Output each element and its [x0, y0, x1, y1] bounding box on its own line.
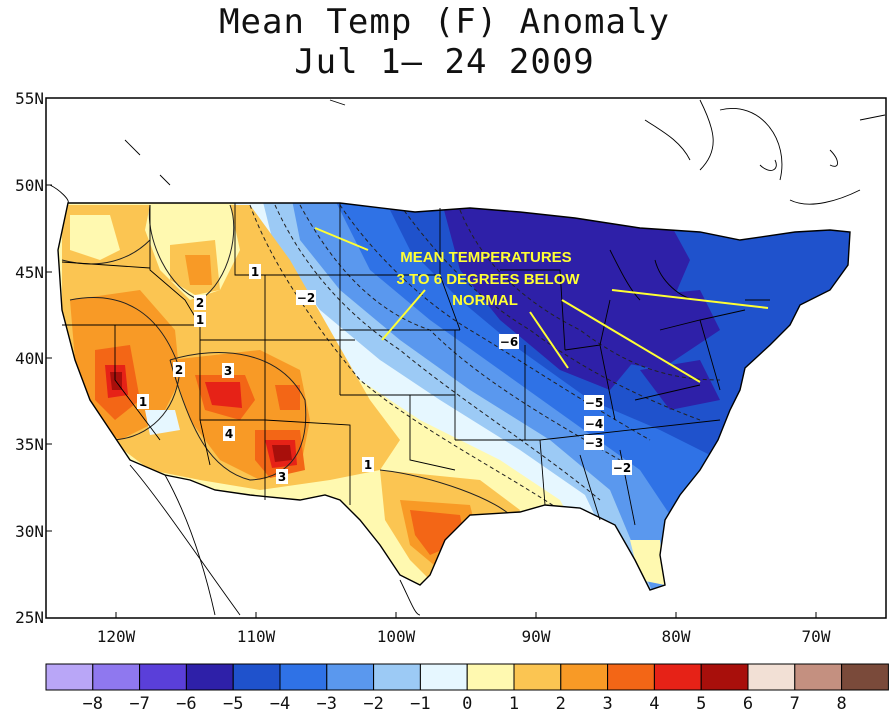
legend-swatch [139, 663, 187, 691]
contour-label-n2-georgia-bg [612, 460, 632, 475]
contour-labels: −21211123431−6−5−4−3−2 [137, 264, 632, 484]
legend-label: −3 [317, 694, 337, 712]
legend-label: 1 [509, 694, 519, 712]
contour-label-n6-iowa-bg [499, 334, 519, 349]
contour-label-2-nevada: 2 [175, 363, 183, 377]
contour-label-4-utah-bg [223, 426, 235, 441]
legend-label: −2 [363, 694, 383, 712]
contour-label-n2-georgia: −2 [613, 461, 631, 475]
contour-label-n3-tennessee-bg [584, 435, 604, 450]
legend-swatch [841, 663, 889, 691]
legend-swatch [185, 663, 234, 691]
map-title: Mean Temp (F) Anomaly [219, 2, 670, 42]
legend-swatch [326, 663, 375, 691]
contour-label-1-california-bg [137, 394, 149, 409]
legend-label: −6 [176, 694, 196, 712]
lon-label: 80W [662, 627, 691, 646]
lat-label: 40N [15, 349, 44, 368]
contour-label-1-oregon-bg [194, 312, 206, 327]
legend-label: −1 [410, 694, 430, 712]
lat-label: 55N [15, 89, 44, 108]
contour-label-n6-iowa: −6 [500, 335, 518, 349]
legend-swatch [560, 663, 609, 691]
coastlines [49, 99, 886, 616]
anomaly-map: 55N 50N 45N 40N 35N 30N 25N 120W 110W 10… [15, 89, 887, 646]
legend-swatch [419, 663, 468, 691]
contour-label-1-california: 1 [139, 395, 147, 409]
legend-label: 2 [556, 694, 566, 712]
legend-swatch [45, 663, 94, 691]
lat-axis: 55N 50N 45N 40N 35N 30N 25N [15, 89, 44, 627]
lon-label: 100W [377, 627, 416, 646]
contour-label-2-nevada-bg [173, 362, 185, 377]
contour-label-2-idaho: 2 [196, 296, 204, 310]
legend-swatch [653, 663, 702, 691]
contour-label-n5-kentucky: −5 [585, 396, 603, 410]
contour-label-n5-kentucky-bg [584, 395, 604, 410]
contour-label-1-idaho-bg [249, 264, 261, 279]
contour-label-3-utah-bg [222, 363, 234, 378]
contour-label-1-newmexico: 1 [364, 458, 372, 472]
lat-label: 45N [15, 263, 44, 282]
color-legend: −8 −7 −6 −5 −4 −3 −2 −1 0 1 2 3 4 5 6 7 8 [45, 663, 889, 712]
annotation-pointers [314, 227, 769, 383]
lon-label: 120W [97, 627, 136, 646]
contour-label-n3-tennessee: −3 [585, 436, 603, 450]
legend-swatches [45, 663, 889, 691]
legend-label: 8 [836, 694, 846, 712]
legend-label: 4 [649, 694, 659, 712]
contour-label-n4-kentucky: −4 [585, 417, 603, 431]
legend-labels: −8 −7 −6 −5 −4 −3 −2 −1 0 1 2 3 4 5 6 7 8 [83, 694, 847, 712]
legend-label: 6 [743, 694, 753, 712]
annotation-line-3: NORMAL [452, 292, 518, 309]
annotation-line-1: MEAN TEMPERATURES [400, 249, 571, 266]
legend-swatch [373, 663, 421, 691]
contour-label-n2-northwest: −2 [297, 291, 315, 305]
legend-swatch [794, 663, 843, 691]
lon-label: 70W [802, 627, 831, 646]
contour-label-1-idaho: 1 [251, 265, 259, 279]
contour-label-2-idaho-bg [194, 295, 206, 310]
lat-label: 35N [15, 435, 44, 454]
legend-swatch [607, 663, 655, 691]
lon-axis: 120W 110W 100W 90W 80W 70W [97, 627, 831, 646]
legend-label: 5 [696, 694, 706, 712]
legend-swatch [513, 663, 562, 691]
legend-label: −7 [129, 694, 149, 712]
axis-ticks [46, 184, 817, 618]
lon-label: 110W [237, 627, 276, 646]
map-subtitle: Jul 1— 24 2009 [294, 42, 595, 82]
legend-swatch [92, 663, 141, 691]
contour-label-3-arizona: 3 [278, 470, 286, 484]
legend-label: −4 [270, 694, 290, 712]
contour-label-3-arizona-bg [276, 469, 288, 484]
legend-label: 0 [462, 694, 472, 712]
lat-label: 25N [15, 608, 44, 627]
lon-label: 90W [522, 627, 551, 646]
contour-label-3-utah: 3 [224, 364, 232, 378]
lat-label: 30N [15, 522, 44, 541]
legend-swatch [279, 663, 328, 691]
legend-label: −5 [223, 694, 243, 712]
legend-label: 7 [790, 694, 800, 712]
contour-label-1-newmexico-bg [362, 457, 374, 472]
legend-swatch [700, 663, 749, 691]
legend-swatch [466, 663, 515, 691]
legend-label: −8 [83, 694, 103, 712]
contour-label-n2-northwest-bg [296, 290, 316, 305]
legend-swatch [232, 663, 281, 691]
contour-label-n4-kentucky-bg [584, 416, 604, 431]
state-borders [57, 202, 851, 591]
legend-swatch [747, 663, 796, 691]
legend-label: 3 [602, 694, 612, 712]
lat-label: 50N [15, 176, 44, 195]
annotation-line-2: 3 TO 6 DEGREES BELOW [396, 271, 580, 288]
contour-label-1-oregon: 1 [196, 313, 204, 327]
contour-label-4-utah: 4 [225, 427, 233, 441]
